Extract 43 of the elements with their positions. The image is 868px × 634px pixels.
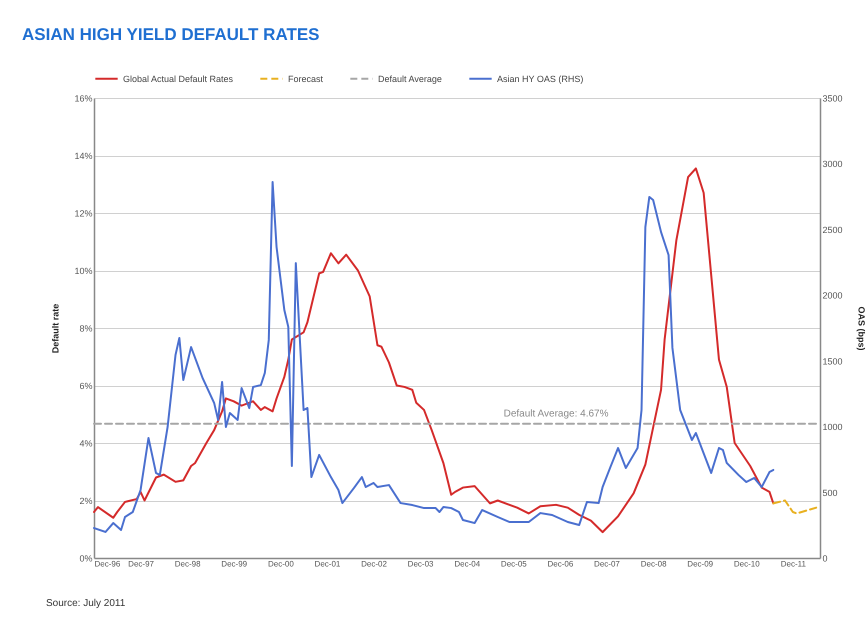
x-tick-label: Dec-05 bbox=[500, 560, 528, 568]
y-tick-label: 12% bbox=[74, 208, 92, 218]
y-tick-label: 8% bbox=[79, 324, 92, 334]
x-tick-label: Dec-98 bbox=[174, 560, 202, 568]
y2-tick-label: 1000 bbox=[822, 422, 843, 432]
y2-tick-label: 2000 bbox=[822, 290, 843, 301]
x-tick-label: Dec-06 bbox=[547, 560, 574, 568]
x-tick-label: Dec-09 bbox=[687, 560, 714, 568]
y2-axis-title: OAS (bps) bbox=[856, 306, 867, 350]
x-tick-label: Dec-96 bbox=[94, 560, 121, 568]
x-tick-label: Dec-08 bbox=[640, 560, 668, 568]
y-tick-label: 16% bbox=[74, 94, 92, 104]
y-tick-label: 6% bbox=[79, 381, 92, 391]
x-tick-label: Dec-02 bbox=[361, 560, 388, 568]
annotation: Default Average: 4.67% bbox=[504, 408, 609, 420]
y2-tick-label: 3500 bbox=[822, 94, 843, 104]
y-tick-label: 2% bbox=[79, 496, 92, 506]
legend-label: Default Average bbox=[378, 74, 442, 84]
y-axis-title: Default rate bbox=[50, 304, 60, 354]
y-tick-label: 4% bbox=[79, 438, 92, 448]
line-series bbox=[772, 500, 818, 514]
y2-tick-label: 3000 bbox=[822, 159, 843, 170]
x-tick-label: Dec-00 bbox=[268, 560, 294, 568]
y2-tick-label: 1500 bbox=[822, 356, 843, 366]
chart-title: ASIAN HIGH YIELD DEFAULT RATES bbox=[22, 25, 320, 44]
x-tick-label: Dec-07 bbox=[594, 560, 620, 568]
x-tick-label: Dec-97 bbox=[128, 560, 155, 568]
x-tick-label: Dec-04 bbox=[454, 560, 481, 568]
source-note: Source: July 2011 bbox=[46, 598, 126, 609]
y2-tick-label: 0 bbox=[822, 554, 828, 564]
y-tick-label: 0% bbox=[79, 554, 92, 564]
legend-label: Forecast bbox=[288, 74, 324, 84]
x-tick-label: Dec-01 bbox=[314, 560, 341, 568]
x-tick-label: Dec-11 bbox=[780, 560, 806, 568]
x-tick-label: Dec-99 bbox=[221, 560, 248, 568]
x-tick-label: Dec-10 bbox=[734, 560, 760, 568]
legend-label: Asian HY OAS (RHS) bbox=[497, 74, 584, 84]
y-tick-label: 10% bbox=[74, 266, 92, 276]
legend-label: Global Actual Default Rates bbox=[123, 74, 234, 84]
y-tick-label: 14% bbox=[74, 151, 92, 161]
y2-tick-label: 500 bbox=[822, 488, 838, 498]
x-tick-label: Dec-03 bbox=[408, 560, 434, 568]
y2-tick-label: 2500 bbox=[822, 224, 843, 235]
